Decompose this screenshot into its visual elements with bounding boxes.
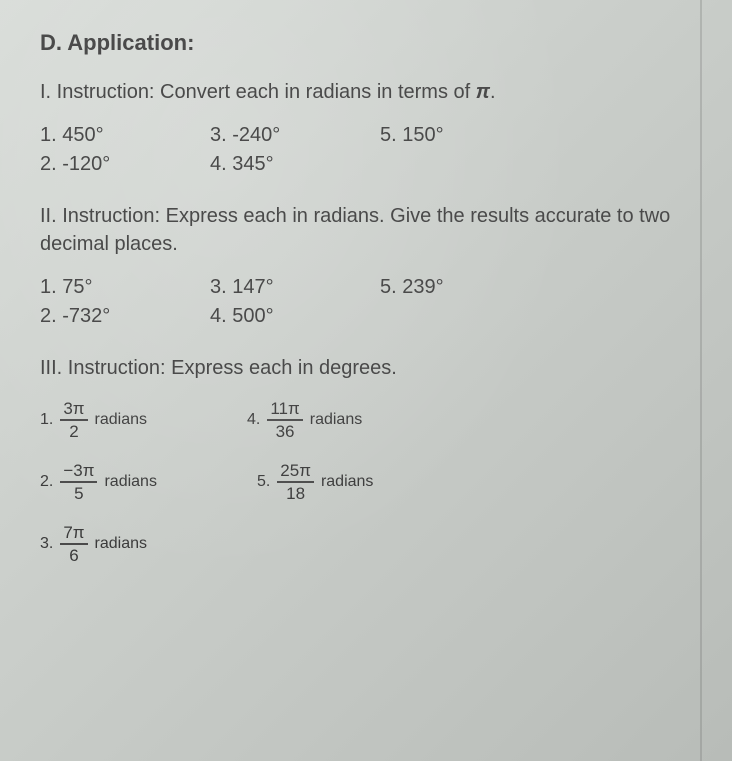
- unit-label: radians: [321, 473, 373, 491]
- unit-label: radians: [104, 473, 156, 491]
- problem-row: 3. 7π 6 radians: [40, 524, 692, 564]
- problem-item: 3. 147°: [210, 276, 330, 299]
- part1-problems: 1. 450° 3. -240° 5. 150° 2. -120° 4. 345…: [40, 124, 692, 176]
- problem-item: 2. -120°: [40, 153, 160, 176]
- pi-symbol: π: [476, 81, 490, 103]
- problem-label: 4.: [247, 411, 260, 429]
- fraction-numerator: 11π: [267, 400, 302, 421]
- unit-label: radians: [95, 535, 147, 553]
- fraction-numerator: 3π: [60, 400, 87, 421]
- problem-item: 2. -732°: [40, 305, 160, 328]
- problem-label: 3.: [40, 535, 53, 553]
- problem-item-fraction: 4. 11π 36 radians: [247, 400, 362, 440]
- problem-item: 4. 500°: [210, 305, 330, 328]
- fraction-numerator: −3π: [60, 462, 97, 483]
- unit-label: radians: [95, 411, 147, 429]
- problem-item: 1. 75°: [40, 276, 160, 299]
- part3-problems: 1. 3π 2 radians 4. 11π 36 radians 2. −3π…: [40, 400, 692, 564]
- fraction: 11π 36: [267, 400, 302, 440]
- fraction: 7π 6: [60, 524, 87, 564]
- fraction-denominator: 2: [60, 421, 87, 440]
- fraction-denominator: 5: [60, 483, 97, 502]
- problem-item: 4. 345°: [210, 153, 330, 176]
- unit-label: radians: [310, 411, 362, 429]
- fraction-numerator: 25π: [277, 462, 314, 483]
- problem-label: 2.: [40, 473, 53, 491]
- part3-instruction: III. Instruction: Express each in degree…: [40, 354, 692, 382]
- problem-item: 5. 150°: [380, 124, 500, 147]
- part1-instruction-prefix: I. Instruction: Convert each in radians …: [40, 81, 476, 103]
- problem-label: 1.: [40, 411, 53, 429]
- fraction: 3π 2: [60, 400, 87, 440]
- fraction: −3π 5: [60, 462, 97, 502]
- problem-label: 5.: [257, 473, 270, 491]
- problem-item-fraction: 2. −3π 5 radians: [40, 462, 157, 502]
- fraction-denominator: 36: [267, 421, 302, 440]
- fraction-numerator: 7π: [60, 524, 87, 545]
- problem-item: 1. 450°: [40, 124, 160, 147]
- problem-item-fraction: 1. 3π 2 radians: [40, 400, 147, 440]
- problem-row: 1. 450° 3. -240° 5. 150°: [40, 124, 692, 147]
- problem-row: 2. -732° 4. 500°: [40, 305, 692, 328]
- problem-item: 3. -240°: [210, 124, 330, 147]
- part1-instruction: I. Instruction: Convert each in radians …: [40, 78, 692, 106]
- problem-item-fraction: 5. 25π 18 radians: [257, 462, 373, 502]
- fraction-denominator: 18: [277, 483, 314, 502]
- fraction-denominator: 6: [60, 545, 87, 564]
- problem-row: 2. −3π 5 radians 5. 25π 18 radians: [40, 462, 692, 502]
- problem-row: 2. -120° 4. 345°: [40, 153, 692, 176]
- fraction: 25π 18: [277, 462, 314, 502]
- part2-instruction: II. Instruction: Express each in radians…: [40, 202, 692, 258]
- problem-row: 1. 3π 2 radians 4. 11π 36 radians: [40, 400, 692, 440]
- problem-row: 1. 75° 3. 147° 5. 239°: [40, 276, 692, 299]
- problem-item-fraction: 3. 7π 6 radians: [40, 524, 147, 564]
- problem-item: 5. 239°: [380, 276, 500, 299]
- part2-problems: 1. 75° 3. 147° 5. 239° 2. -732° 4. 500°: [40, 276, 692, 328]
- section-header: D. Application:: [40, 30, 692, 56]
- page-right-border: [700, 0, 702, 761]
- part1-instruction-suffix: .: [490, 81, 496, 103]
